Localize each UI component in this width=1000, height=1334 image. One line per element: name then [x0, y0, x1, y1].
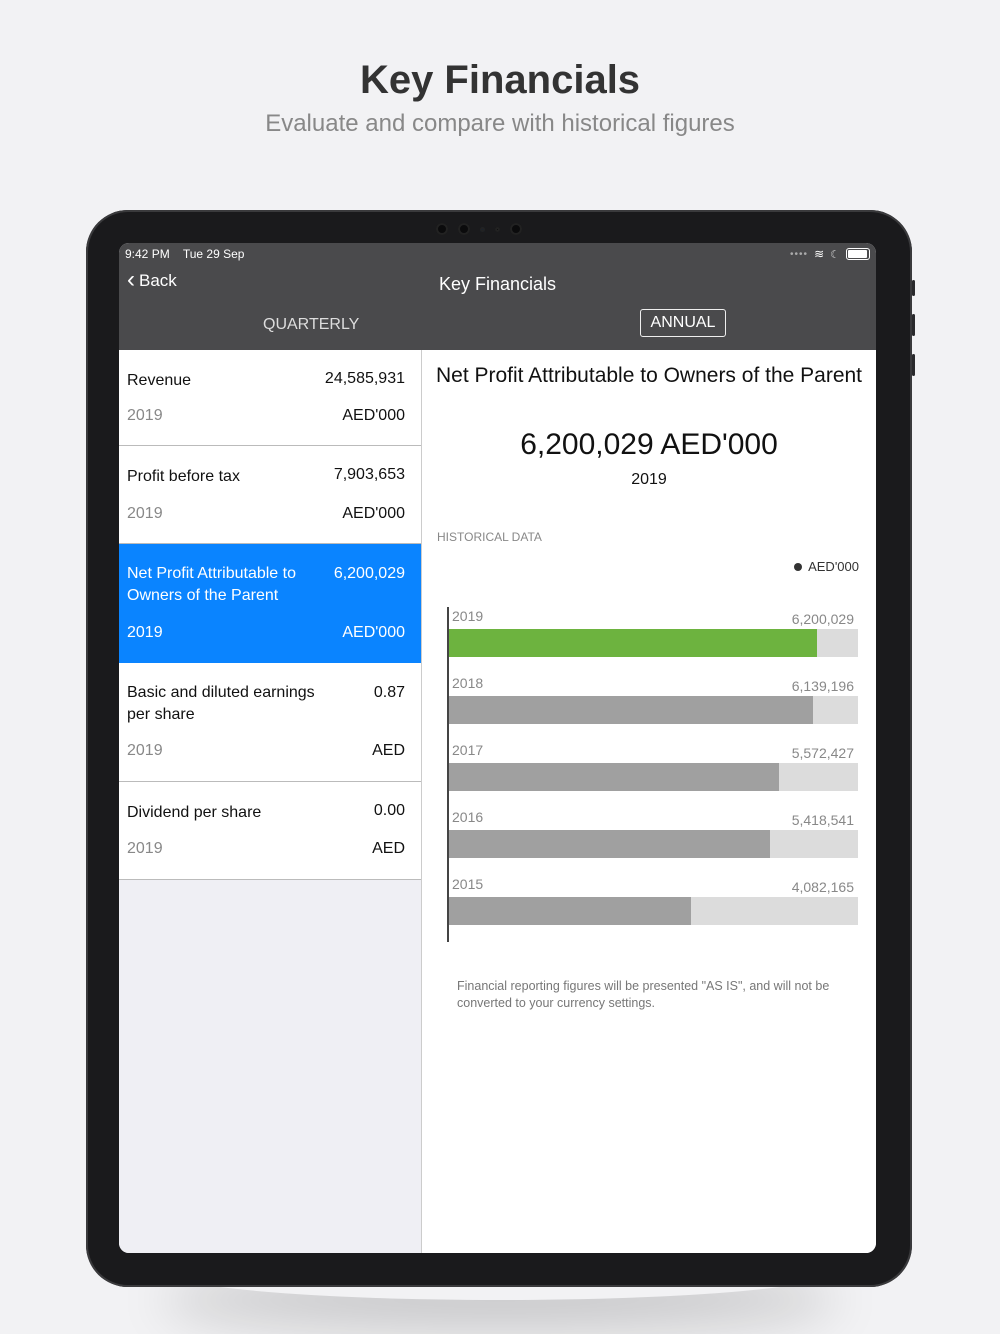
bar-row-2019: 2019 6,200,029: [449, 602, 858, 669]
metric-value: 24,585,931: [324, 370, 405, 387]
bar-value-label: 6,200,029: [791, 611, 854, 627]
metric-value: 0.00: [373, 802, 405, 819]
detail-value: 6,200,029 AED'000: [520, 428, 778, 461]
wifi-icon: ≋: [814, 247, 825, 261]
bar-2015: [449, 897, 691, 925]
bar-track: [449, 830, 858, 858]
metric-row-net-profit[interactable]: Net Profit Attributable to Owners of the…: [119, 544, 421, 663]
chart-axis: [447, 607, 449, 942]
camera-array: [436, 222, 522, 236]
bar-year-label: 2018: [452, 675, 484, 691]
bar-row-2017: 2017 5,572,427: [449, 736, 858, 803]
status-date: Tue 29 Sep: [182, 247, 245, 261]
metric-name: Revenue: [127, 372, 192, 389]
tab-quarterly[interactable]: QUARTERLY: [263, 316, 360, 333]
historical-bar-chart: 2019 6,200,029 2018 6,139,196 2017 5,572,427 2…: [422, 600, 876, 950]
screen: 9:42 PM Tue 29 Sep •••• ≋ ☾ ‹ Back Key F…: [119, 243, 876, 1253]
metric-name: Profit before tax: [127, 468, 240, 485]
bar-year-label: 2016: [452, 809, 484, 825]
metric-row-revenue[interactable]: Revenue 24,585,931 2019 AED'000: [119, 350, 421, 446]
metric-row-dividend[interactable]: Dividend per share 0.00 2019 AED: [119, 782, 421, 880]
bar-row-2015: 2015 4,082,165: [449, 870, 858, 937]
bar-year-label: 2015: [452, 876, 484, 892]
metric-name: Dividend per share: [127, 804, 262, 821]
battery-icon: [846, 248, 870, 260]
signal-icon: ••••: [790, 248, 809, 260]
metric-value: 6,200,029: [333, 565, 405, 582]
metric-row-profit-before-tax[interactable]: Profit before tax 7,903,653 2019 AED'000: [119, 446, 421, 544]
metric-unit: AED'000: [342, 505, 405, 522]
detail-title: Net Profit Attributable to Owners of the…: [435, 364, 863, 387]
nav-title: Key Financials: [438, 274, 557, 294]
metric-unit: AED: [372, 742, 405, 759]
bar-2017: [449, 763, 780, 791]
metric-value: 7,903,653: [333, 466, 405, 483]
bar-value-label: 5,572,427: [791, 745, 854, 761]
detail-pane: Net Profit Attributable to Owners of the…: [422, 350, 876, 1253]
bar-row-2018: 2018 6,139,196: [449, 669, 858, 736]
historical-data-label: HISTORICAL DATA: [437, 530, 542, 544]
back-label: Back: [139, 271, 177, 290]
metric-value: 0.87: [373, 684, 405, 701]
tablet-device: 9:42 PM Tue 29 Sep •••• ≋ ☾ ‹ Back Key F…: [86, 210, 915, 1287]
metrics-list: Revenue 24,585,931 2019 AED'000 Profit b…: [119, 350, 422, 1253]
volume-down-button: [912, 354, 915, 376]
metric-year: 2019: [127, 407, 163, 424]
bar-track: [449, 629, 858, 657]
metric-year: 2019: [127, 840, 163, 857]
metric-unit: AED'000: [342, 624, 405, 641]
legend-label: AED'000: [808, 559, 859, 574]
bar-2018: [449, 696, 813, 724]
metric-name: Basic and diluted earnings per share: [127, 684, 315, 723]
status-time: 9:42 PM: [125, 247, 170, 261]
bar-value-label: 5,418,541: [791, 812, 854, 828]
status-indicators: •••• ≋ ☾: [790, 247, 870, 261]
metric-year: 2019: [127, 624, 163, 641]
chart-legend: AED'000: [794, 559, 859, 574]
bar-track: [449, 897, 858, 925]
promo-subtitle: Evaluate and compare with historical fig…: [265, 110, 735, 137]
bar-2016: [449, 830, 771, 858]
chevron-left-icon: ‹: [127, 265, 135, 293]
bar-2019: [449, 629, 817, 657]
navigation-bar: 9:42 PM Tue 29 Sep •••• ≋ ☾ ‹ Back Key F…: [119, 243, 876, 350]
bar-track: [449, 763, 858, 791]
metric-row-eps[interactable]: Basic and diluted earnings per share 0.8…: [119, 663, 421, 782]
metric-year: 2019: [127, 505, 163, 522]
detail-year: 2019: [631, 471, 667, 488]
bar-value-label: 6,139,196: [791, 678, 854, 694]
tab-annual[interactable]: ANNUAL: [640, 309, 726, 337]
back-button[interactable]: ‹ Back: [127, 265, 177, 293]
bar-value-label: 4,082,165: [791, 879, 854, 895]
bar-year-label: 2017: [452, 742, 484, 758]
status-bar: 9:42 PM Tue 29 Sep: [125, 247, 254, 261]
metric-name: Net Profit Attributable to Owners of the…: [127, 565, 296, 604]
bar-track: [449, 696, 858, 724]
volume-up-button: [912, 314, 915, 336]
currency-footnote: Financial reporting figures will be pres…: [457, 979, 830, 1010]
metric-year: 2019: [127, 742, 163, 759]
promo-title: Key Financials: [359, 58, 641, 102]
power-button: [912, 280, 915, 296]
bar-row-2016: 2016 5,418,541: [449, 803, 858, 870]
legend-dot-icon: [794, 562, 803, 571]
metric-unit: AED: [372, 840, 405, 857]
moon-icon: ☾: [830, 248, 840, 261]
bar-year-label: 2019: [452, 608, 484, 624]
metric-unit: AED'000: [342, 407, 405, 424]
